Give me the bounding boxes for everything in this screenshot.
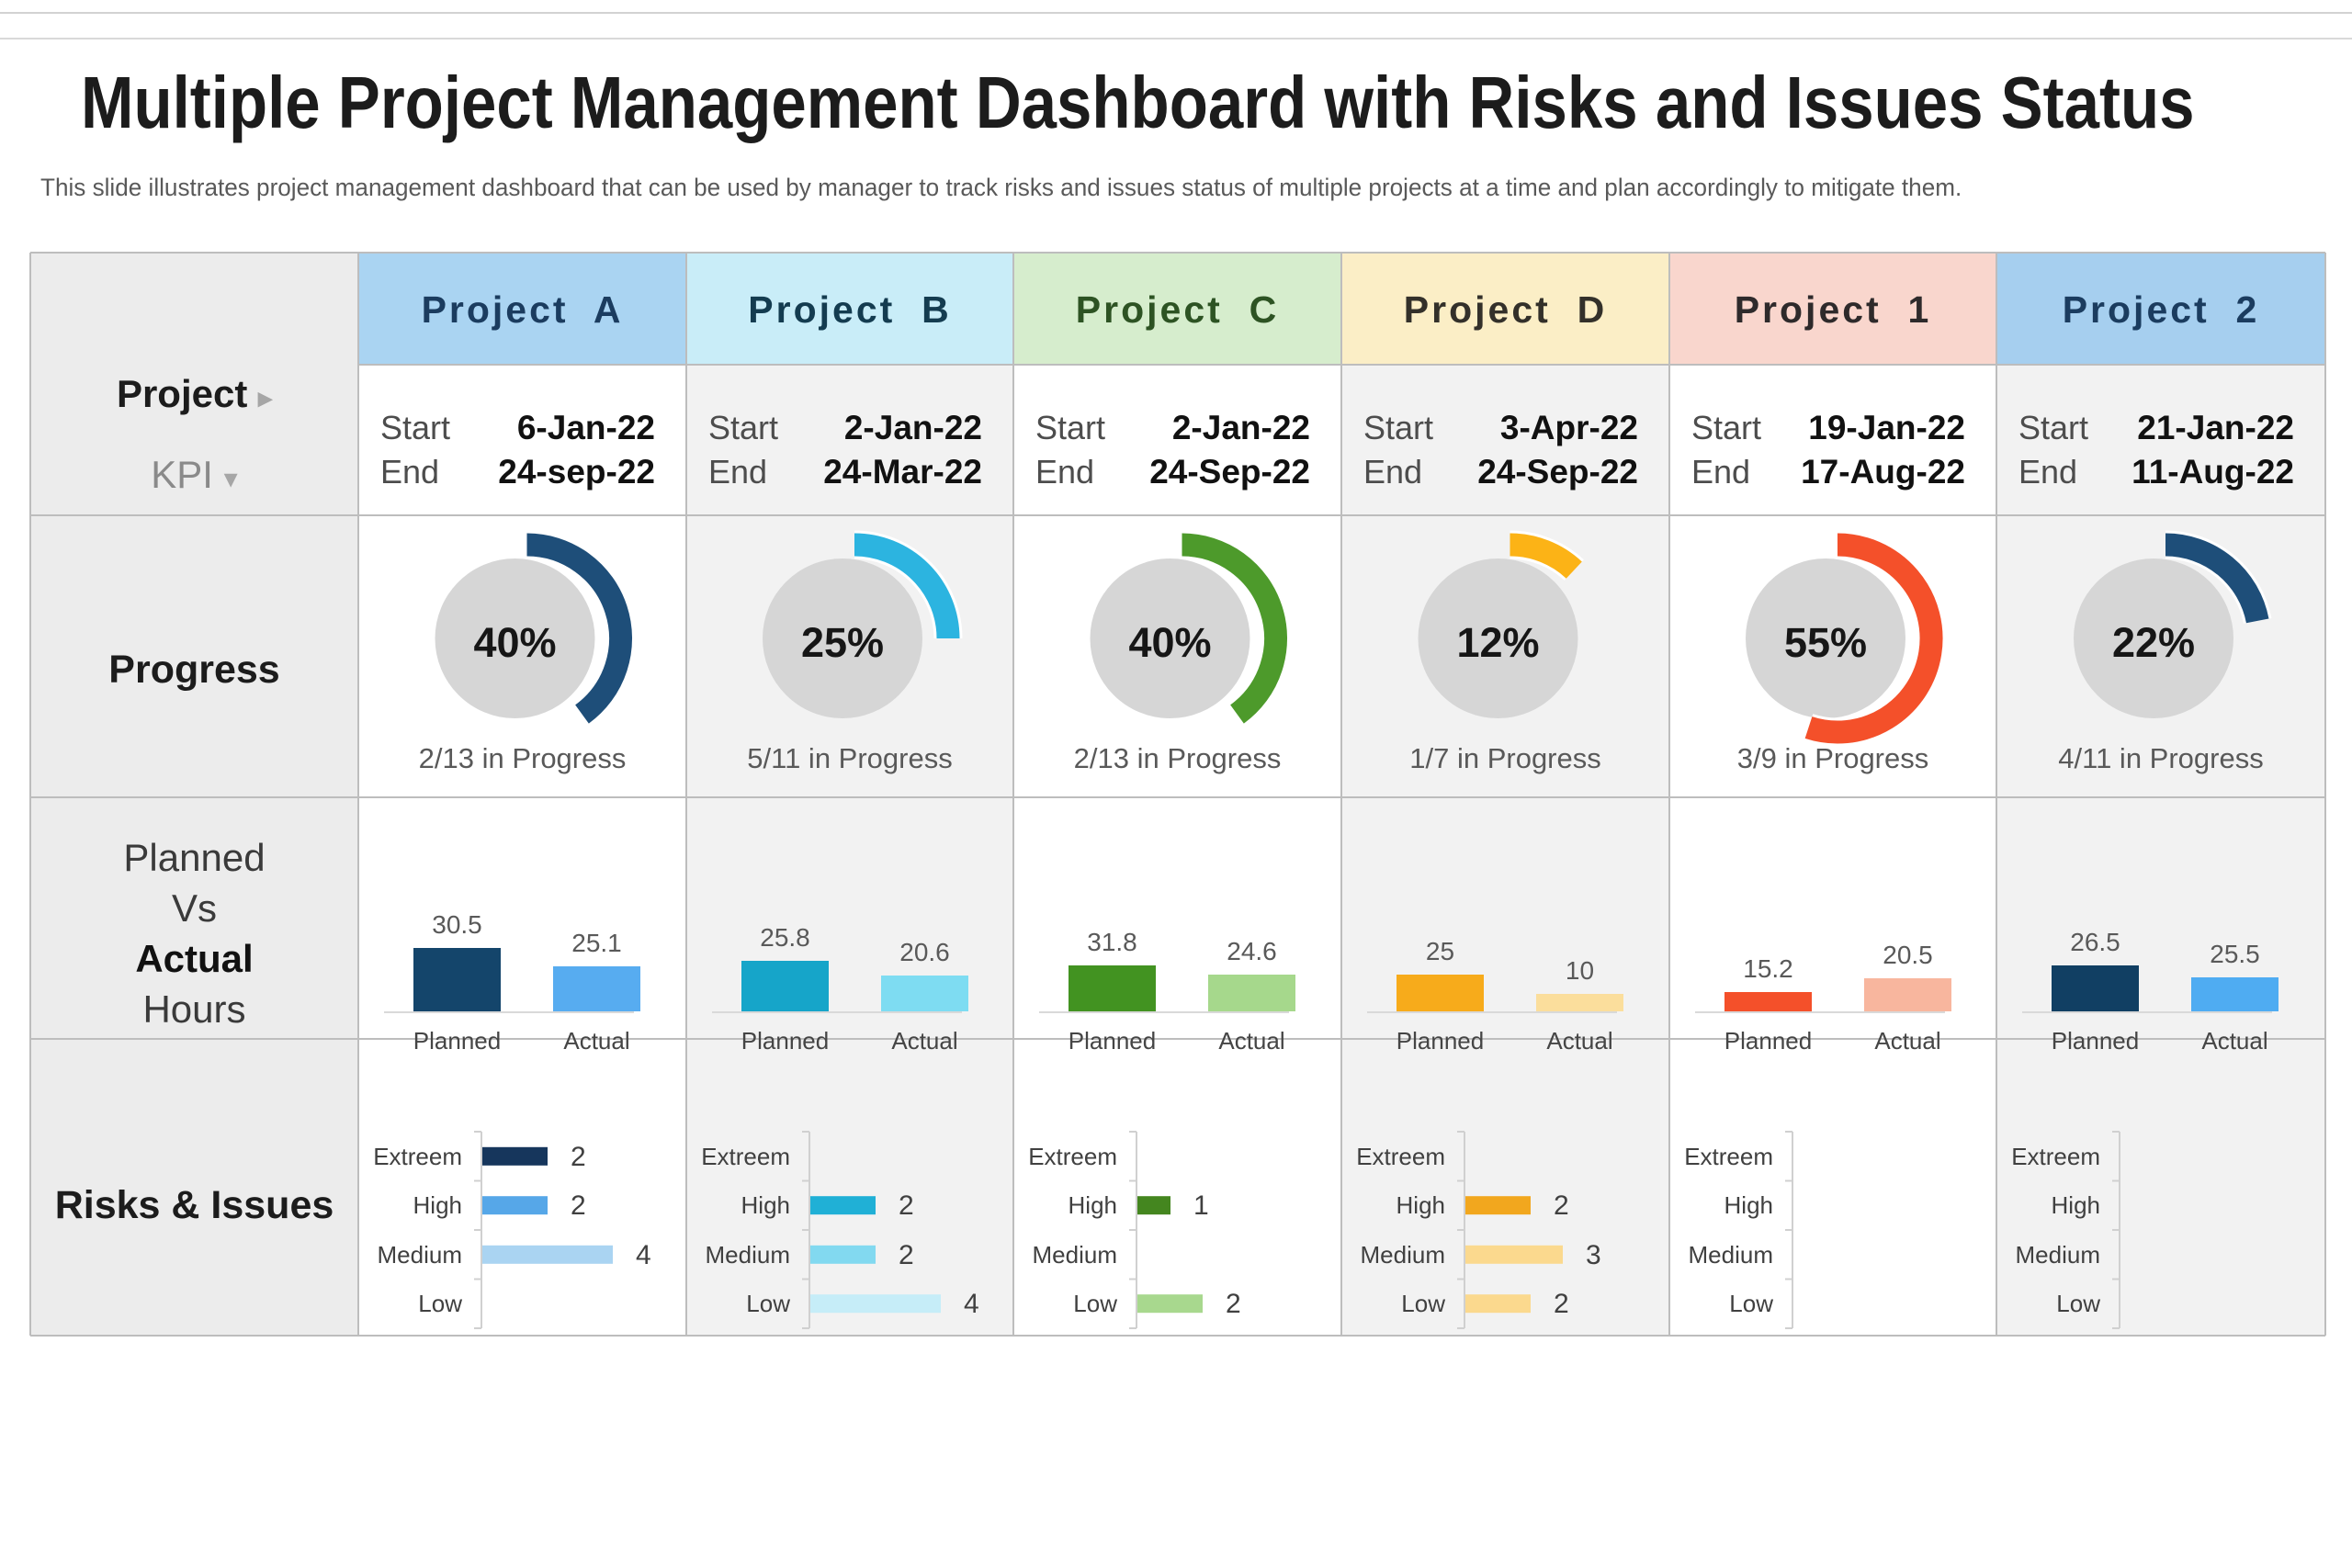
- svg-text:2: 2: [899, 1190, 914, 1221]
- svg-text:2: 2: [1226, 1289, 1241, 1319]
- svg-text:2: 2: [899, 1240, 914, 1270]
- svg-text:4: 4: [636, 1240, 651, 1270]
- svg-text:3: 3: [1586, 1240, 1601, 1270]
- svg-text:4: 4: [964, 1289, 979, 1319]
- svg-text:2: 2: [1554, 1289, 1569, 1319]
- svg-text:1: 1: [1193, 1190, 1209, 1221]
- svg-text:2: 2: [1554, 1190, 1569, 1221]
- svg-text:2: 2: [571, 1142, 586, 1172]
- svg-text:2: 2: [571, 1190, 586, 1221]
